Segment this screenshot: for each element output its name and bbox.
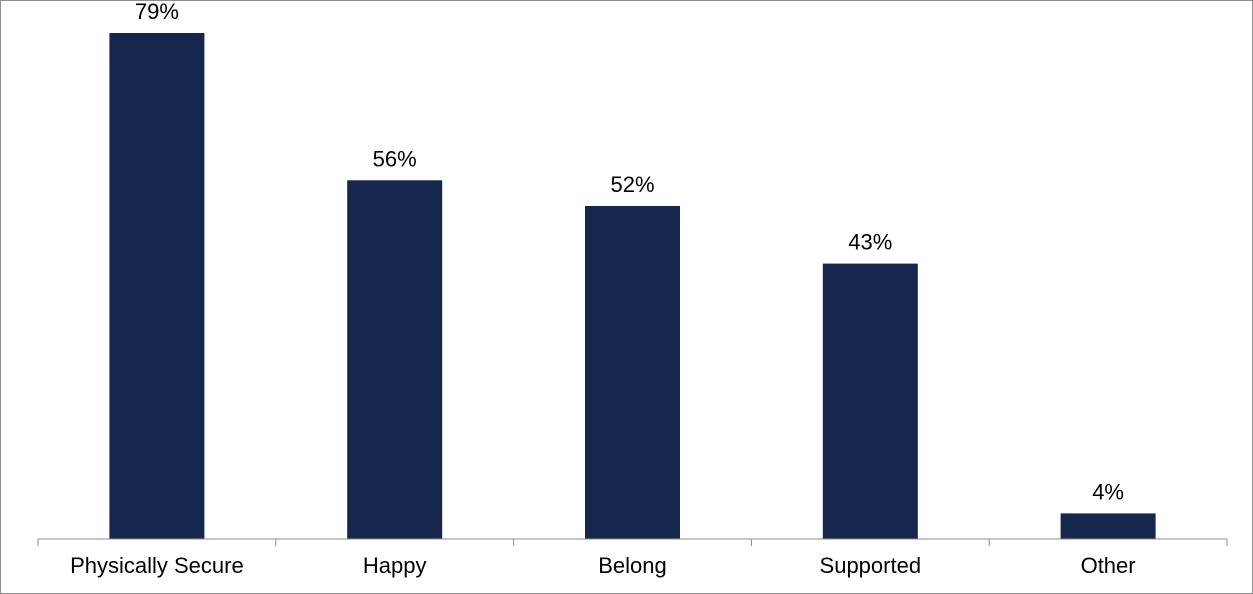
data-label-0: 79% (135, 1, 179, 24)
x-tick-label-0: Physically Secure (70, 553, 244, 578)
x-tick-label-4: Other (1081, 553, 1136, 578)
bars-layer (109, 33, 1156, 540)
data-label-1: 56% (373, 146, 417, 171)
x-tick-label-3: Supported (820, 553, 922, 578)
x-tick-label-2: Belong (598, 553, 667, 578)
x-axis (37, 538, 1228, 546)
x-tick-label-1: Happy (363, 553, 427, 578)
data-label-2: 52% (610, 172, 654, 197)
bar-2 (585, 206, 680, 539)
data-label-3: 43% (848, 230, 892, 255)
data-label-4: 4% (1092, 479, 1124, 504)
bar-4 (1060, 513, 1156, 539)
data-labels-layer: 79% 56% 52% 43% 4% (135, 1, 1124, 504)
bar-0 (109, 33, 205, 539)
bar-3 (822, 263, 918, 539)
bar-1 (347, 180, 443, 540)
x-tick-labels: Physically Secure Happy Belong Supported Oth… (70, 553, 1136, 578)
